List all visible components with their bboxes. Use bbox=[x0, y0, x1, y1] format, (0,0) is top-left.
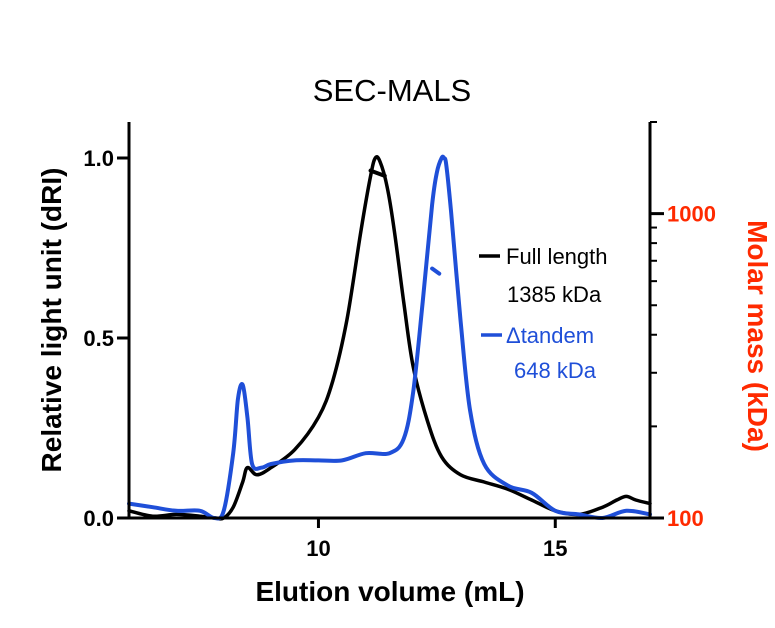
molar-mass-segment-delta-tandem bbox=[430, 266, 442, 276]
legend-label-delta-tandem: Δtandem bbox=[506, 323, 594, 348]
y-axis-title: Relative light unit (dRI) bbox=[36, 168, 67, 473]
y-tick-label: 0.0 bbox=[83, 506, 114, 531]
legend: Full length 1385 kDa Δtandem 648 kDa bbox=[479, 244, 608, 383]
x-ticks: 10 15 bbox=[306, 518, 568, 561]
series-line-delta-tandem bbox=[127, 154, 652, 521]
legend-label-full-length: Full length bbox=[506, 244, 608, 269]
y2-tick-label: 1000 bbox=[667, 202, 716, 227]
legend-mass-full-length: 1385 kDa bbox=[507, 282, 602, 307]
plot-lines bbox=[127, 154, 652, 521]
x-axis-title: Elution volume (mL) bbox=[255, 576, 524, 607]
x-tick-label: 10 bbox=[306, 536, 330, 561]
chart-title: SEC-MALS bbox=[313, 73, 471, 108]
y2-tick-label: 100 bbox=[667, 506, 704, 531]
y-ticks: 0.0 0.5 1.0 bbox=[83, 146, 129, 531]
legend-mass-delta-tandem: 648 kDa bbox=[514, 358, 597, 383]
molar-mass-segment-full-length bbox=[368, 168, 387, 178]
y-tick-label: 1.0 bbox=[83, 146, 114, 171]
y-tick-label: 0.5 bbox=[83, 326, 114, 351]
x-tick-label: 15 bbox=[543, 536, 567, 561]
y2-axis-title: Molar mass (kDa) bbox=[742, 220, 773, 452]
y2-ticks: 100 1000 bbox=[650, 121, 716, 531]
molar-mass-segments bbox=[368, 168, 442, 276]
